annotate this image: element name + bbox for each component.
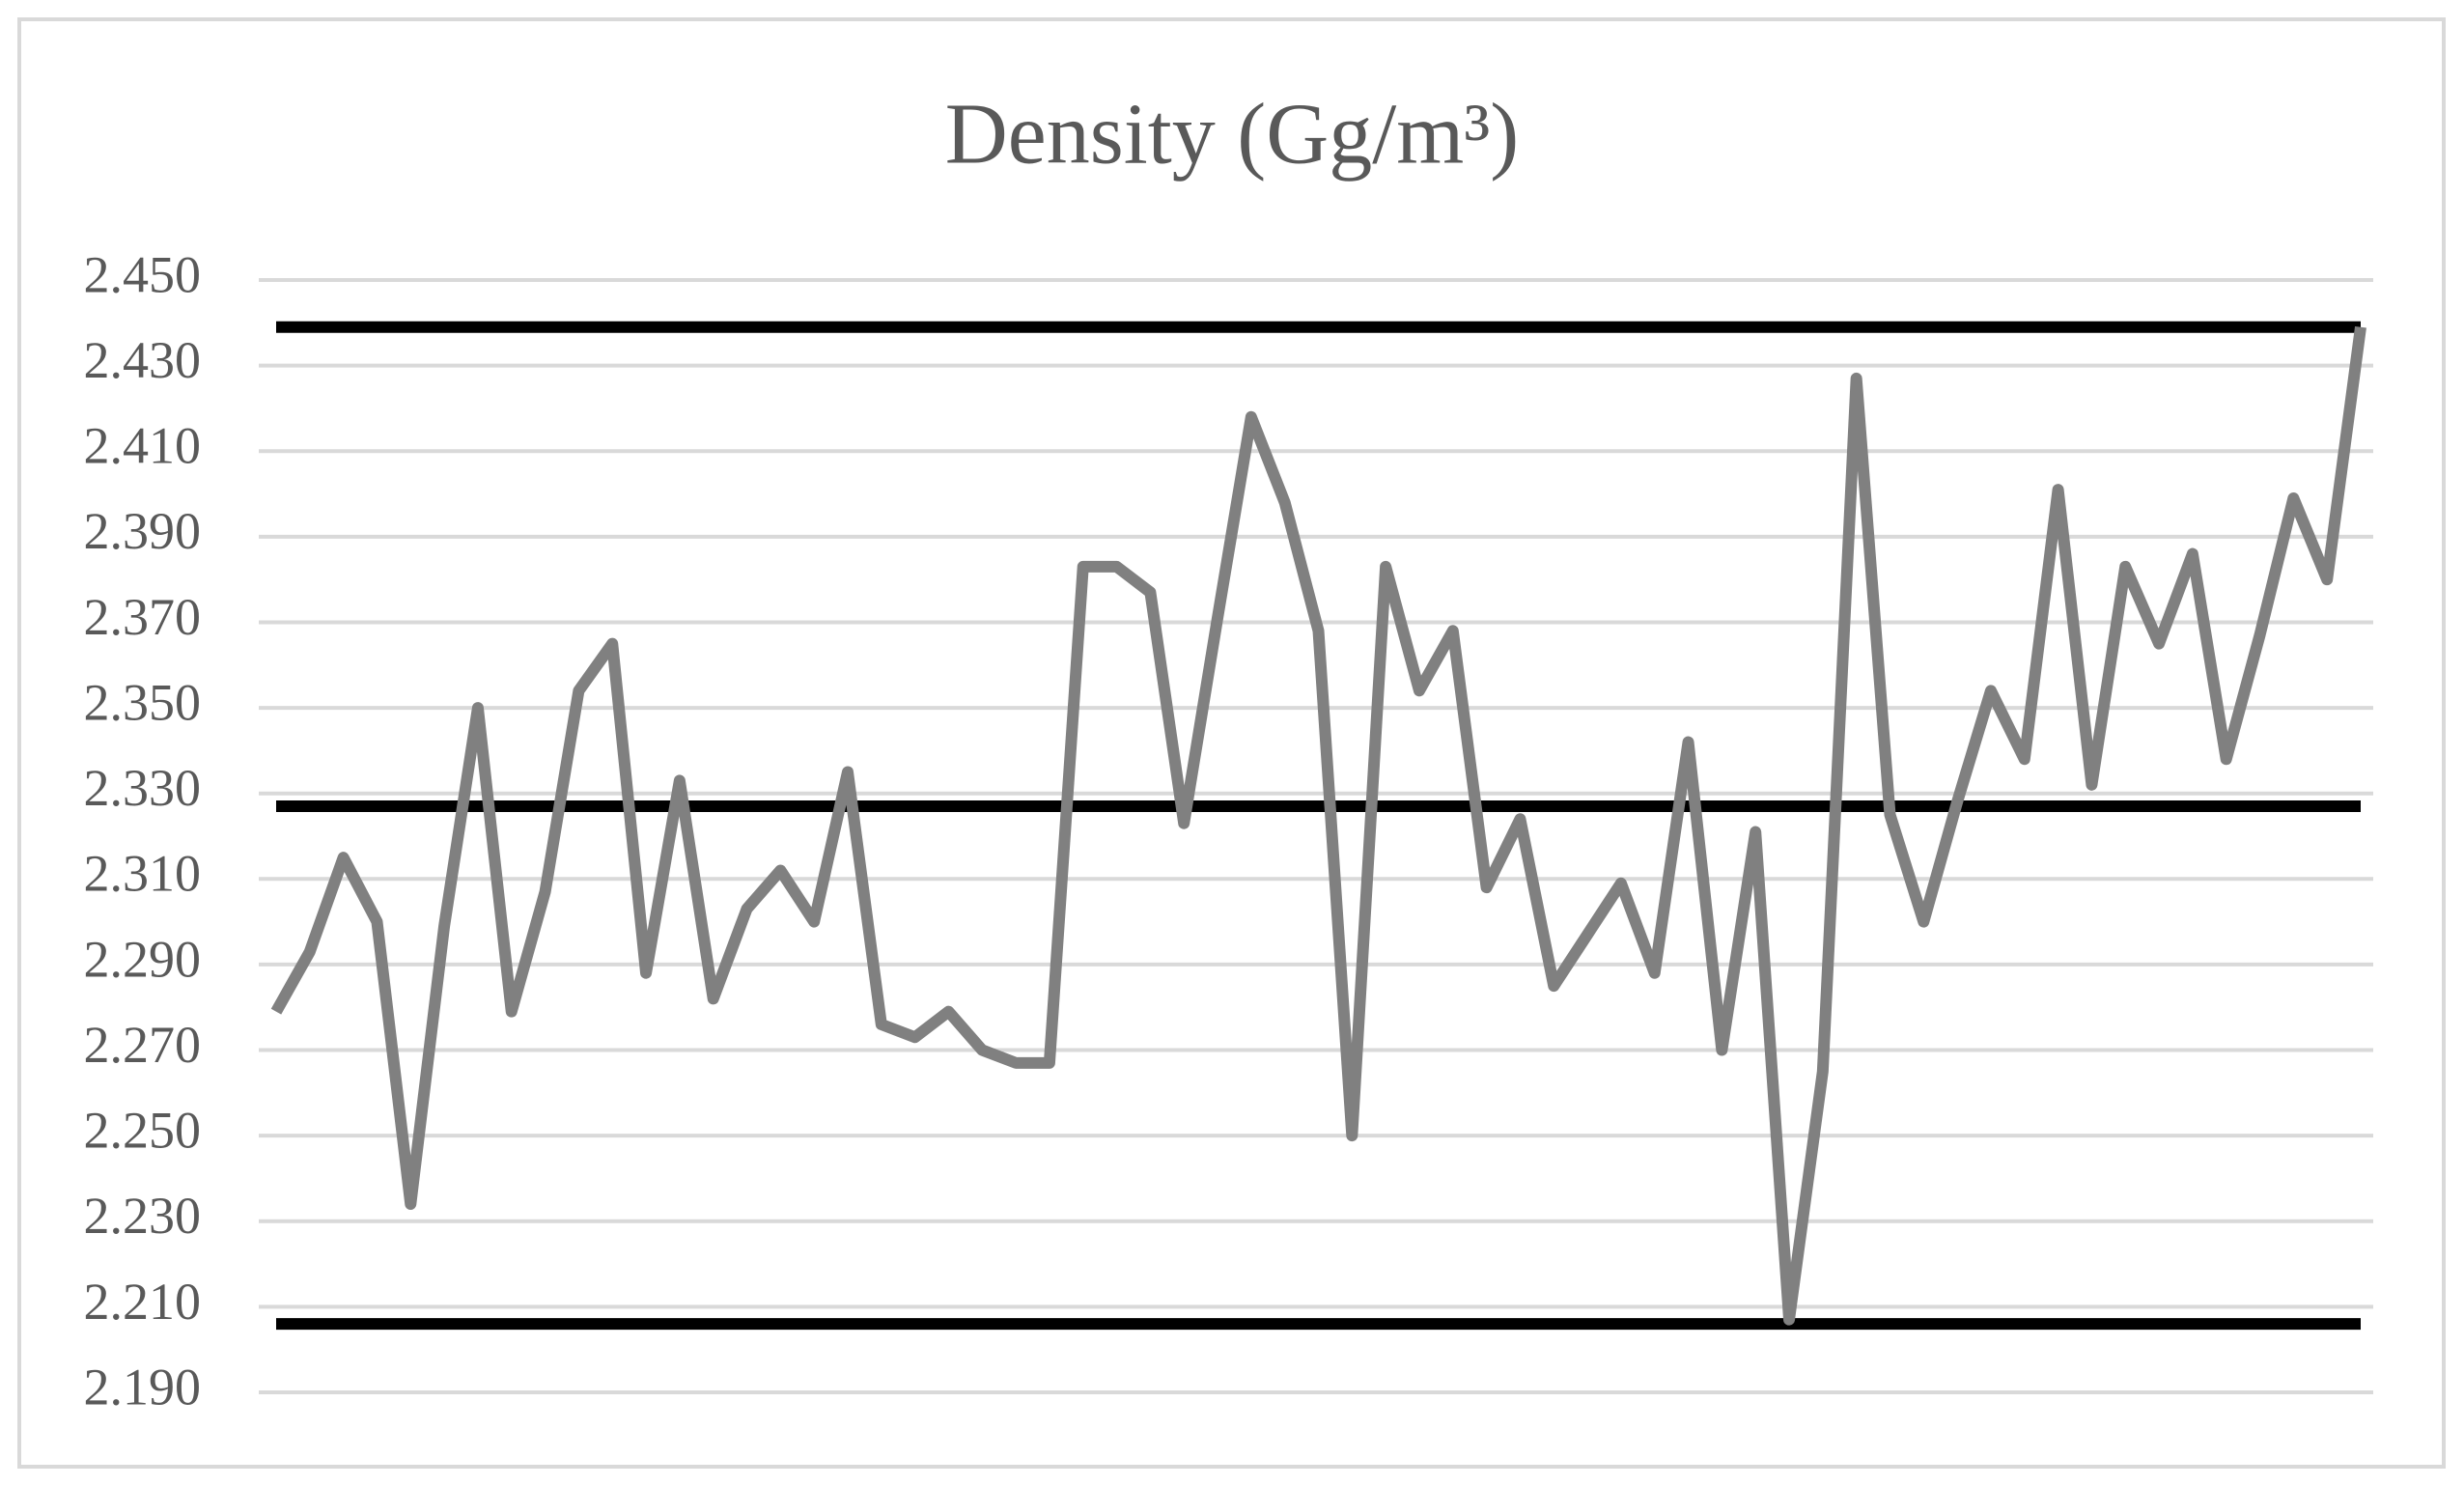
y-tick-label: 2.290	[84, 930, 202, 988]
y-tick-label: 2.230	[84, 1187, 202, 1245]
y-tick-label: 2.350	[84, 673, 202, 731]
y-tick-label: 2.410	[84, 417, 202, 475]
y-tick-label: 2.390	[84, 502, 202, 560]
y-tick-label: 2.210	[84, 1273, 202, 1331]
y-tick-label: 2.430	[84, 331, 202, 389]
y-tick-label: 2.250	[84, 1102, 202, 1160]
y-tick-label: 2.190	[84, 1358, 202, 1416]
y-tick-label: 2.370	[84, 588, 202, 646]
y-tick-label: 2.270	[84, 1016, 202, 1074]
y-tick-label: 2.450	[84, 245, 202, 303]
y-tick-label: 2.310	[84, 845, 202, 903]
chart-border	[17, 17, 2446, 1469]
y-tick-label: 2.330	[84, 759, 202, 817]
data-line	[270, 325, 2366, 1326]
chart-title: Density (Gg/m³)	[945, 87, 1519, 182]
